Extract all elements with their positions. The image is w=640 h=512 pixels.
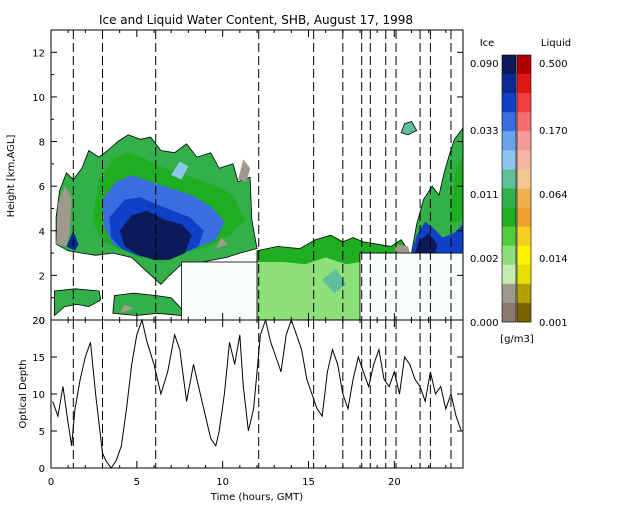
no-data-block bbox=[181, 261, 258, 321]
y-tick-label: 15 bbox=[32, 353, 45, 364]
colorbar-ice-swatch bbox=[502, 207, 516, 227]
colorbar-ice-label: 0.002 bbox=[470, 254, 499, 265]
colorbar-ice-label: 0.033 bbox=[470, 126, 499, 137]
colorbar-ice-swatch bbox=[502, 264, 516, 285]
afternoon-layer-lower bbox=[257, 257, 360, 320]
x-tick-label: 5 bbox=[134, 477, 140, 488]
colorbar-liquid-swatch bbox=[517, 55, 531, 75]
time-axis-label: Time (hours, GMT) bbox=[210, 492, 304, 503]
colorbar-ice-swatch bbox=[502, 112, 516, 132]
colorbar-liquid-swatch bbox=[517, 188, 531, 208]
late-cloud-core bbox=[414, 233, 438, 254]
colorbar-liquid-swatch bbox=[517, 112, 531, 132]
colorbar-liquid-label: 0.001 bbox=[539, 318, 568, 329]
colorbar-ice-swatches bbox=[502, 55, 516, 323]
colorbar-ice-swatch bbox=[502, 55, 516, 75]
heatmap-y-axis-label: Height [km,AGL] bbox=[6, 135, 17, 218]
optical-depth-frame bbox=[51, 320, 463, 468]
optical-depth-panel: 0 5 10 15 20 0 5 10 15 20 Optical Depth Time (ho… bbox=[18, 316, 464, 503]
colorbar-ice-label: 0.011 bbox=[470, 190, 499, 201]
y-tick-label: 10 bbox=[32, 93, 45, 104]
colorbar-liquid-swatch bbox=[517, 245, 531, 266]
low-cloud-right bbox=[112, 292, 182, 316]
x-tick-label: 10 bbox=[216, 477, 229, 488]
colorbar-liquid-label: 0.500 bbox=[539, 59, 568, 70]
y-tick-label: 0 bbox=[39, 464, 45, 475]
y-tick-label: 4 bbox=[39, 227, 45, 238]
colorbar-liquid-swatch bbox=[517, 283, 531, 304]
heatmap-panel: 0 2 4 6 8 10 12 Height [km,AGL] bbox=[6, 29, 464, 327]
colorbar-ice-swatch bbox=[502, 74, 516, 94]
colorbar-ice-swatch bbox=[502, 188, 516, 208]
colorbar-ice-swatch bbox=[502, 150, 516, 170]
x-tick-label: 15 bbox=[302, 477, 315, 488]
colorbar-liquid-label: 0.014 bbox=[539, 254, 568, 265]
heatmap-x-ticks bbox=[50, 30, 464, 320]
colorbar-ice-swatch bbox=[502, 93, 516, 113]
x-tick-label: 20 bbox=[388, 477, 401, 488]
colorbar-ice-swatch bbox=[502, 131, 516, 151]
afternoon-layer-patch bbox=[322, 268, 347, 294]
cirrus-wisp bbox=[400, 121, 418, 136]
low-cloud-left bbox=[54, 288, 102, 317]
y-tick-label: 5 bbox=[39, 427, 45, 438]
cloud-right-fringe bbox=[238, 159, 251, 182]
y-tick-label: 6 bbox=[39, 182, 45, 193]
low-cloud-gray bbox=[119, 304, 134, 314]
optical-depth-x-ticks: 0 5 10 15 20 bbox=[48, 320, 464, 488]
colorbar-liquid-labels: 0.500 0.170 0.064 0.014 0.001 bbox=[539, 59, 568, 329]
cloud-left-fringe bbox=[56, 186, 72, 247]
colorbar-liquid-label: 0.064 bbox=[539, 190, 568, 201]
colorbar-ice-swatch bbox=[502, 245, 516, 266]
colorbar-ice-swatch bbox=[502, 302, 516, 323]
colorbar-liquid-label: 0.170 bbox=[539, 126, 568, 137]
colorbar-liquid-swatch bbox=[517, 150, 531, 170]
colorbar-liquid-swatches bbox=[517, 55, 531, 323]
y-tick-label: 8 bbox=[39, 138, 45, 149]
x-tick-label: 0 bbox=[48, 477, 54, 488]
colorbar-ice-header: Ice bbox=[480, 38, 495, 49]
colorbar-ice-label: 0.000 bbox=[470, 318, 499, 329]
chart-title: Ice and Liquid Water Content, SHB, Augus… bbox=[99, 13, 413, 27]
colorbar-ice-swatch bbox=[502, 283, 516, 304]
colorbar: Ice Liquid 0.090 0.033 0.011 0.002 0.000 0.5… bbox=[470, 38, 571, 345]
colorbar-liquid-swatch bbox=[517, 169, 531, 189]
cloud-upper-patch bbox=[171, 161, 189, 180]
cloud-fields bbox=[54, 121, 464, 321]
cloud-early-core bbox=[66, 230, 79, 251]
late-cloud-upper bbox=[449, 154, 463, 225]
y-tick-label: 20 bbox=[32, 316, 45, 327]
colorbar-liquid-header: Liquid bbox=[541, 38, 571, 49]
colorbar-ice-swatch bbox=[502, 226, 516, 247]
colorbar-liquid-swatch bbox=[517, 264, 531, 285]
colorbar-ice-swatch bbox=[502, 169, 516, 189]
heatmap-y-ticks: 0 2 4 6 8 10 12 bbox=[32, 29, 463, 327]
colorbar-ice-label: 0.090 bbox=[470, 59, 499, 70]
optical-depth-y-axis-label: Optical Depth bbox=[18, 360, 29, 429]
cloud-dense-ice bbox=[119, 210, 192, 260]
afternoon-gray-patch bbox=[394, 244, 410, 254]
optical-depth-y-ticks: 0 5 10 15 20 bbox=[32, 316, 463, 475]
colorbar-liquid-swatch bbox=[517, 302, 531, 323]
colorbar-units: [g/m3] bbox=[500, 334, 534, 345]
colorbar-liquid-swatch bbox=[517, 207, 531, 227]
colorbar-liquid-swatch bbox=[517, 93, 531, 113]
y-tick-label: 2 bbox=[39, 271, 45, 282]
no-data-blocks bbox=[181, 252, 464, 321]
colorbar-liquid-swatch bbox=[517, 131, 531, 151]
optical-depth-series bbox=[52, 318, 462, 469]
cloud-base-wisp bbox=[215, 237, 228, 249]
colorbar-liquid-swatch bbox=[517, 74, 531, 94]
y-tick-label: 12 bbox=[32, 48, 45, 59]
event-lines-top bbox=[72, 30, 452, 320]
colorbar-ice-labels: 0.090 0.033 0.011 0.002 0.000 bbox=[470, 59, 499, 329]
no-data-block bbox=[359, 252, 464, 321]
y-tick-label: 0 bbox=[39, 316, 45, 327]
y-tick-label: 10 bbox=[32, 390, 45, 401]
colorbar-liquid-swatch bbox=[517, 226, 531, 247]
